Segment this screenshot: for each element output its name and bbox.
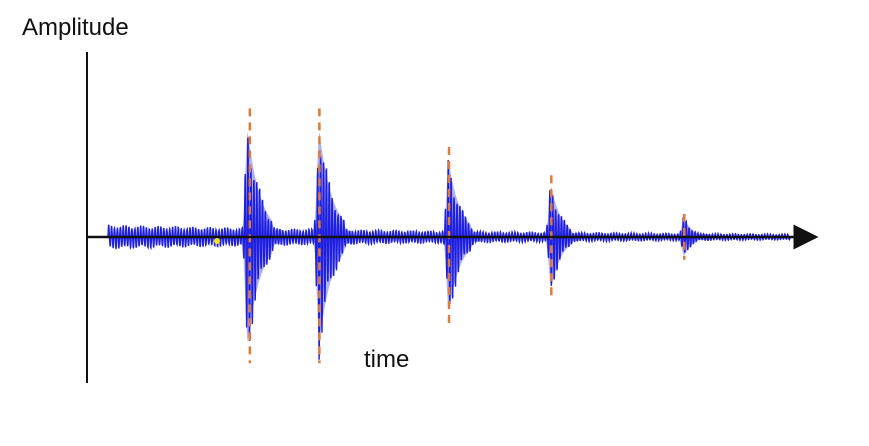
onset-marker <box>214 238 220 244</box>
x-axis-label: time <box>364 346 410 373</box>
y-axis-label: Amplitude <box>22 14 129 41</box>
